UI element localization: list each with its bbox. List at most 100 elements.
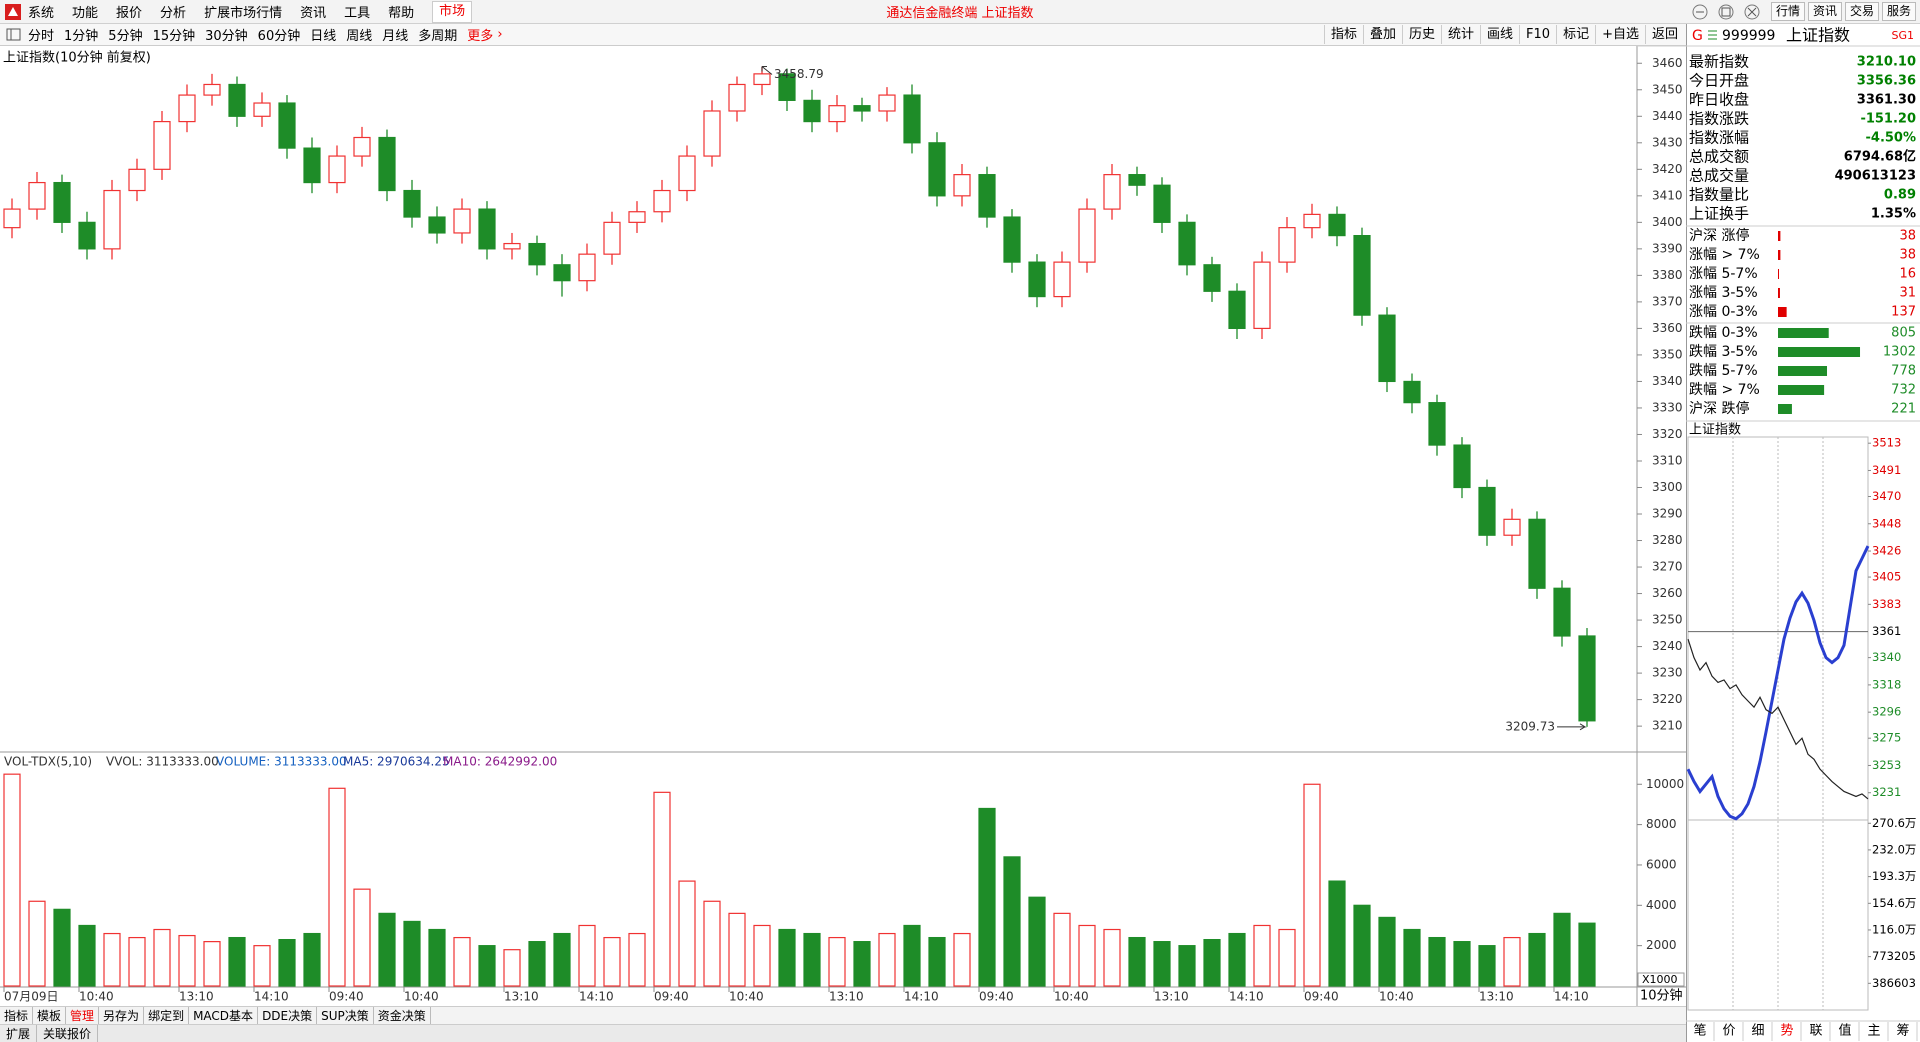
tool-button[interactable]: 统计	[1441, 25, 1480, 44]
mini-tab[interactable]: 联	[1809, 1024, 1822, 1039]
x-tick-label: 13:10	[179, 990, 214, 1004]
candle-body	[128, 168, 146, 192]
candle-body	[1428, 402, 1446, 446]
menu-item[interactable]: 分析	[160, 6, 187, 21]
mini-y-label: 3383	[1872, 597, 1901, 611]
chart-title: 上证指数(10分钟 前复权)	[3, 50, 151, 66]
window-controls[interactable]	[1690, 3, 1768, 21]
y-tick-label: 3280	[1652, 533, 1683, 547]
tool-button[interactable]: 叠加	[1362, 25, 1402, 44]
candle-body	[1228, 290, 1246, 330]
toggle-icon[interactable]	[4, 26, 24, 44]
candle-body	[778, 73, 796, 101]
mini-y-label: 3426	[1872, 544, 1901, 558]
menu-item[interactable]: 扩展市场行情	[204, 6, 283, 21]
volume-bar	[1228, 932, 1246, 987]
period-button[interactable]: 1分钟	[64, 29, 99, 44]
volume-bar	[1053, 912, 1071, 987]
quote-label: 总成交额	[1689, 148, 1749, 166]
more[interactable]: 更多	[467, 29, 494, 44]
tool-button[interactable]: 画线	[1480, 25, 1519, 44]
breadth-label: 涨幅 > 7%	[1689, 247, 1760, 263]
breadth-bar	[1778, 307, 1787, 317]
period-button[interactable]: 分时	[28, 29, 55, 44]
mini-tab[interactable]: 细	[1751, 1024, 1764, 1039]
tab[interactable]: 模板	[33, 1007, 67, 1024]
breadth-bar	[1778, 404, 1792, 414]
tool-button[interactable]: 指标	[1323, 25, 1363, 44]
mini-y-label: 3340	[1872, 650, 1901, 664]
mini-tab[interactable]: 主	[1867, 1024, 1880, 1039]
quote-label: 指数涨跌	[1689, 110, 1749, 128]
v-tick-label: 2000	[1646, 938, 1677, 952]
y-tick-label: 3410	[1652, 188, 1683, 202]
top-right: 行情 资讯 交易 服务	[1682, 2, 1916, 21]
tool-button[interactable]: 标记	[1556, 25, 1595, 44]
top-button[interactable]: 行情	[1770, 2, 1805, 21]
menu-item[interactable]: 工具	[344, 6, 371, 21]
menu-item[interactable]: 报价	[116, 6, 143, 21]
candle-body	[728, 83, 746, 112]
y-tick-label: 3460	[1652, 56, 1683, 70]
menu-item[interactable]: 系统	[28, 6, 55, 21]
mini-tab[interactable]: 价	[1722, 1024, 1735, 1039]
y-tick-label: 3310	[1652, 453, 1683, 467]
breadth-value: 778	[1891, 364, 1916, 379]
tool-button[interactable]: 返回	[1644, 25, 1684, 44]
candle-body	[1053, 261, 1071, 298]
volume-bar	[603, 936, 621, 987]
tab[interactable]: 指标	[0, 1007, 34, 1024]
tab[interactable]: 资金决策	[374, 1007, 431, 1024]
mini-tab[interactable]: 笔	[1693, 1023, 1706, 1039]
top-button[interactable]: 交易	[1844, 2, 1879, 21]
candle-body	[1553, 587, 1571, 637]
y-tick-label: 3360	[1652, 321, 1683, 335]
tab[interactable]: MACD基本	[189, 1007, 259, 1024]
mini-tab[interactable]: 筹	[1896, 1023, 1909, 1039]
candle-body	[203, 83, 221, 96]
breadth-label: 跌幅 3-5%	[1689, 344, 1758, 360]
mini-tab[interactable]: 值	[1838, 1023, 1851, 1039]
mini-y-label: 3513	[1872, 436, 1901, 450]
volume-bar	[1353, 904, 1371, 987]
x-tick-label: 10:40	[729, 990, 764, 1004]
market-tab[interactable]: 市场	[432, 0, 473, 23]
candle-body	[103, 189, 121, 250]
tool-button[interactable]: F10	[1519, 25, 1556, 44]
kline-chart: 上证指数(10分钟 前复权) 3210 3220 3230 3240 3250 3260 3…	[0, 46, 1686, 1006]
status-item[interactable]: 关联报价	[37, 1025, 99, 1042]
mini-tab[interactable]: 势	[1780, 1023, 1793, 1039]
menu-item[interactable]: 帮助	[388, 6, 415, 21]
tab[interactable]: 绑定到	[144, 1007, 190, 1024]
x-tick-label: 10:40	[79, 990, 114, 1004]
tab[interactable]: 另存为	[99, 1007, 145, 1024]
candle-body	[1578, 635, 1596, 722]
x-tick-label: 10:40	[404, 990, 439, 1004]
period-button[interactable]: 多周期	[418, 29, 458, 44]
tab[interactable]: 管理	[66, 1007, 100, 1024]
period-button[interactable]: 周线	[346, 29, 373, 44]
period-button[interactable]: 5分钟	[108, 29, 143, 44]
menu-item[interactable]: 资讯	[300, 6, 327, 21]
period-button[interactable]: 日线	[310, 29, 337, 44]
top-button[interactable]: 服务	[1881, 2, 1916, 21]
status-item[interactable]: 扩展	[0, 1025, 38, 1042]
volume-bar	[1303, 783, 1321, 987]
period-button[interactable]: 15分钟	[152, 29, 196, 44]
mini-y-label: 3470	[1872, 489, 1901, 503]
volume-bar	[1078, 924, 1096, 987]
mini-y-label: 3275	[1872, 731, 1901, 745]
menu-item[interactable]: 功能	[72, 6, 99, 21]
volume-bar	[1278, 928, 1296, 987]
period-button[interactable]: 月线	[382, 29, 409, 44]
tool-button[interactable]: 历史	[1401, 25, 1441, 44]
breadth-value: 805	[1891, 326, 1916, 341]
period-button[interactable]: 30分钟	[205, 29, 248, 44]
candle-body	[978, 174, 996, 218]
period-button[interactable]: 60分钟	[257, 29, 301, 44]
y-tick-label: 3350	[1652, 347, 1683, 361]
tab[interactable]: DDE决策	[258, 1007, 318, 1024]
tab[interactable]: SUP决策	[317, 1007, 374, 1024]
top-button[interactable]: 资讯	[1807, 2, 1842, 21]
tool-button[interactable]: +自选	[1595, 25, 1645, 44]
